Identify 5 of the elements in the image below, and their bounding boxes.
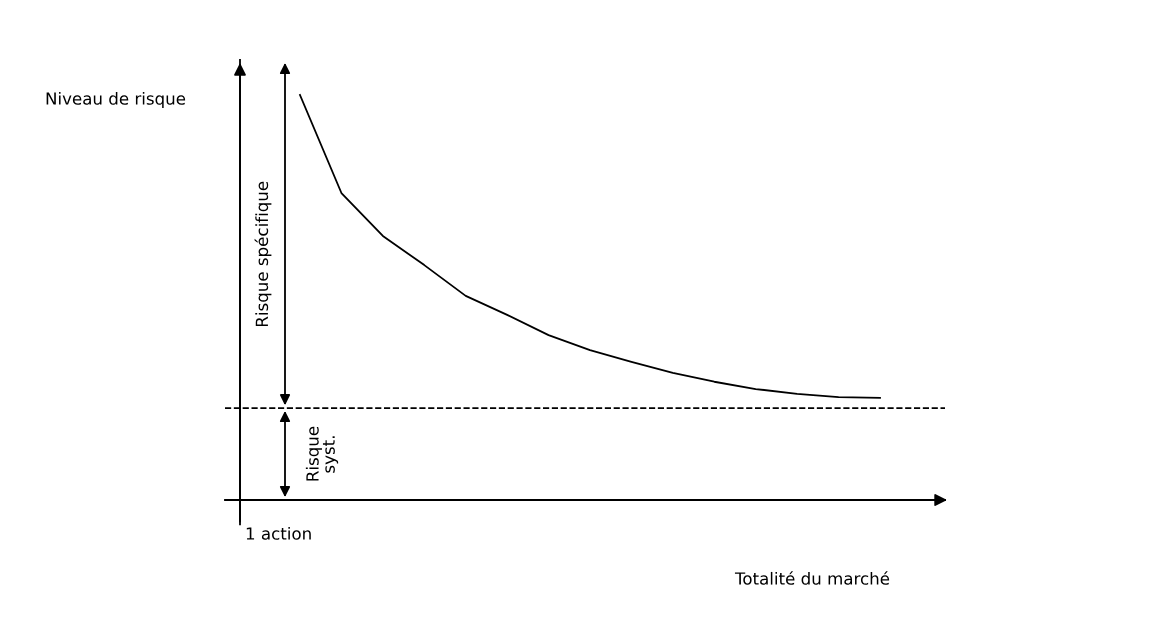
x-axis-title: Totalité du marché	[734, 571, 890, 585]
text: 1 action	[246, 526, 311, 540]
text: Niveau de risque	[46, 91, 186, 109]
annotation: Risque syst.	[305, 426, 339, 481]
text: Risque spécifique	[254, 181, 272, 327]
